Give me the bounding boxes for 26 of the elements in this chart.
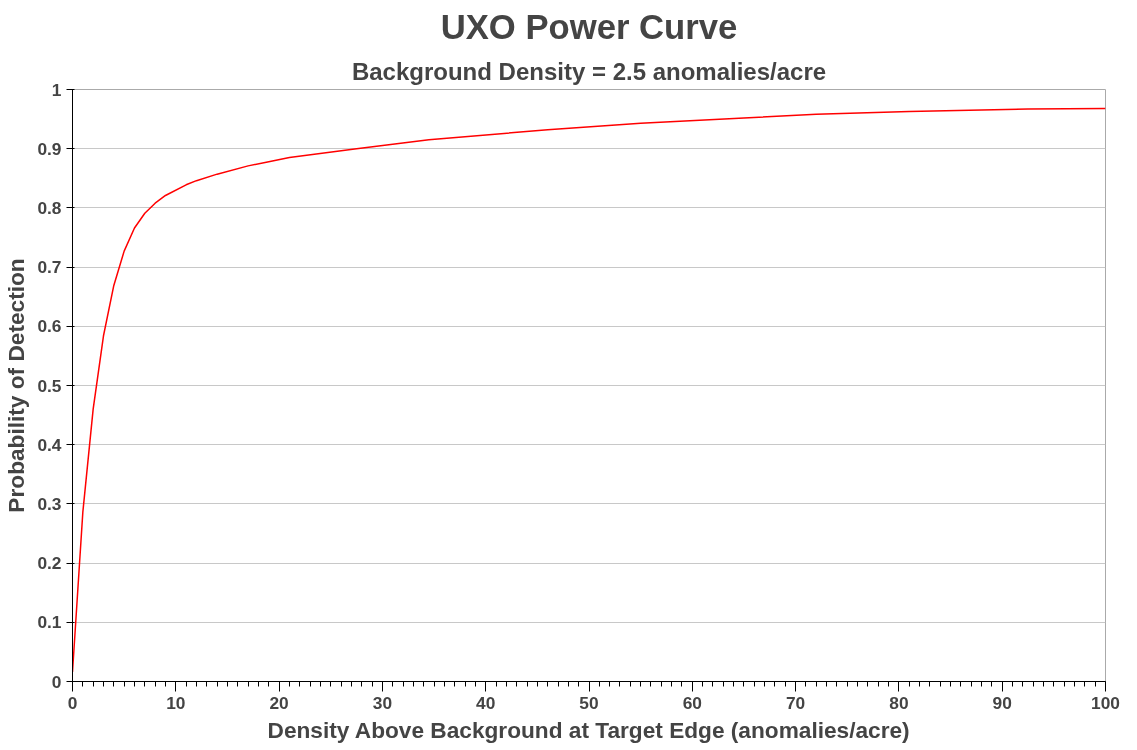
y-tick-label: 0.1 [37,612,62,633]
y-tick-label: 0.4 [37,434,62,455]
x-tick-label: 0 [67,692,78,713]
x-axis-title: Density Above Background at Target Edge (anomalies/acre) [267,716,910,743]
y-tick-label: 0.7 [37,257,62,278]
x-tick-label: 30 [372,692,393,713]
y-tick-label: 0.3 [37,493,62,514]
x-tick-label: 10 [166,692,186,713]
x-tick-label: 20 [269,692,289,713]
x-tick-label: 80 [889,692,909,713]
x-tick-label: 90 [992,692,1012,713]
y-tick-label: 0.9 [37,138,62,159]
x-tick-label: 70 [785,692,806,713]
x-tick-label: 40 [476,692,496,713]
chart-title: UXO Power Curve [440,7,738,46]
chart-subtitle: Background Density = 2.5 anomalies/acre [351,57,827,85]
x-tick-label: 50 [579,692,599,713]
x-tick-label: 60 [682,692,702,713]
y-tick-label: 0.6 [37,316,62,337]
y-tick-label: 1 [51,79,62,100]
y-tick-label: 0.2 [37,553,62,574]
y-tick-label: 0 [51,671,62,692]
y-axis-title: Probability of Detection [3,258,30,513]
y-tick-label: 0.5 [37,375,62,396]
y-tick-label: 0.8 [37,197,62,218]
x-tick-label: 100 [1091,692,1120,713]
